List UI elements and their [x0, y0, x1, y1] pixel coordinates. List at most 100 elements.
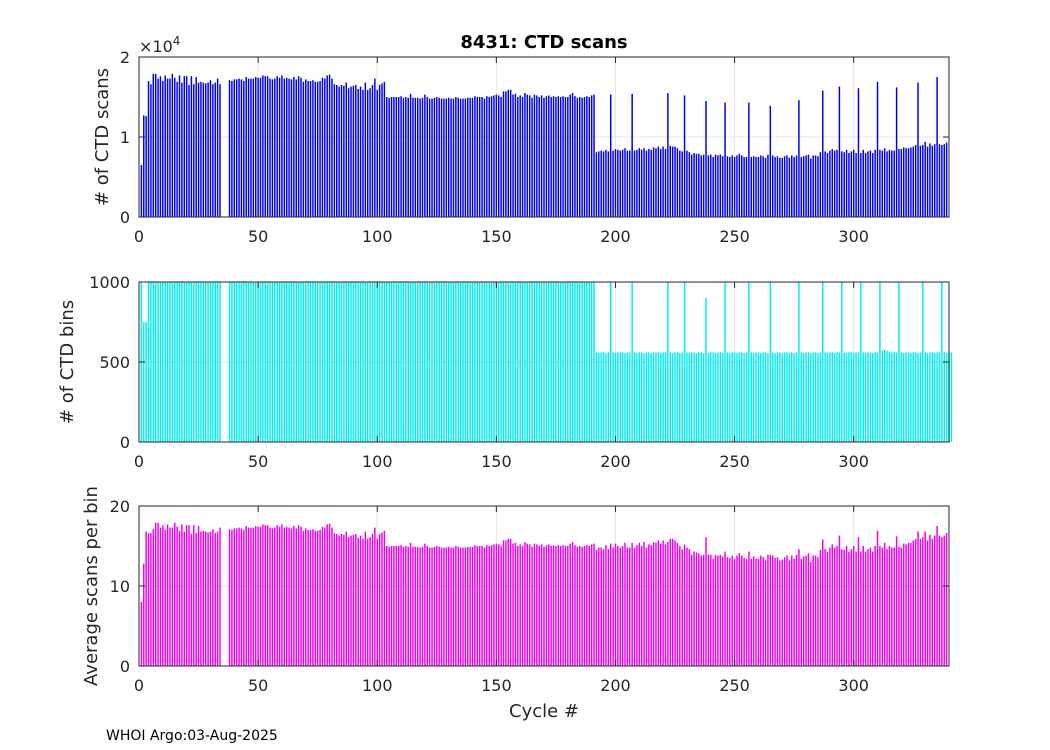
bins-bar [788, 353, 791, 442]
scans-bar [407, 97, 409, 217]
avg-bar [755, 558, 757, 666]
bins-bar [507, 282, 510, 442]
scans-bar [748, 102, 750, 217]
scans-bar [757, 157, 760, 217]
avg-bar [929, 534, 931, 666]
avg-bar [531, 546, 533, 666]
scans-bar [383, 81, 386, 217]
avg-bar [760, 555, 762, 666]
bins-bar [181, 282, 183, 442]
bins-bar [417, 282, 419, 442]
bins-bar [652, 352, 655, 442]
avg-bar [900, 547, 903, 666]
scans-bar [619, 150, 621, 217]
scans-bar [841, 151, 843, 217]
bins-bar [571, 282, 574, 442]
avg-bar [528, 544, 531, 666]
scans-bar [193, 84, 195, 217]
bins-bar [707, 353, 710, 442]
avg-bar [636, 545, 638, 666]
bins-bar [602, 352, 605, 442]
bins-xtick-label: 0 [134, 452, 144, 471]
avg-bar [667, 542, 669, 666]
avg-bar [445, 547, 448, 666]
bins-bar [400, 282, 402, 442]
avg-bar [879, 546, 881, 666]
scans-bar [676, 148, 679, 217]
avg-bar [543, 546, 545, 666]
avg-bar [519, 544, 521, 666]
avg-bar [231, 530, 233, 666]
scans-bar [214, 82, 216, 217]
bins-bar [917, 353, 919, 442]
bins-bar [621, 352, 624, 442]
avg-bar [574, 545, 576, 666]
avg-bar [822, 539, 824, 666]
avg-bar [857, 537, 860, 666]
scans-bar [545, 96, 548, 217]
avg-bar [326, 524, 328, 666]
scans-bar [652, 147, 655, 217]
scans-bar [783, 156, 786, 217]
avg-bar [664, 544, 667, 666]
bins-bar [802, 353, 805, 442]
avg-bar [209, 531, 212, 666]
scans-bar [874, 149, 876, 217]
avg-bar [521, 546, 524, 666]
bins-bar [309, 282, 312, 442]
bins-bar [631, 282, 633, 442]
bins-bar [872, 353, 874, 442]
avg-bar [945, 533, 948, 666]
scans-bar [490, 96, 493, 217]
scans-bar [888, 149, 891, 217]
avg-bar [812, 555, 814, 666]
bins-bar [724, 282, 726, 442]
avg-bar [157, 522, 159, 666]
avg-bar [159, 527, 162, 666]
bins-bar [207, 282, 209, 442]
avg-bar [848, 551, 850, 666]
scans-bar [347, 88, 350, 217]
avg-bar [655, 542, 657, 666]
bins-bar [147, 282, 150, 442]
scans-bar [910, 147, 912, 217]
avg-bar [471, 546, 474, 666]
scans-bar [779, 157, 781, 217]
avg-panel: 0 50 100 150 200 250 300 0 10 20 Average scans pe… [81, 486, 950, 722]
scans-bar [469, 97, 471, 217]
scans-bar [488, 97, 490, 217]
scans-bar [502, 91, 505, 217]
bins-bar [433, 282, 436, 442]
scans-bar [879, 149, 881, 217]
avg-bar [183, 531, 186, 666]
avg-bar [500, 546, 502, 666]
bins-xtick-label: 200 [600, 452, 631, 471]
scans-bar [157, 78, 159, 217]
scans-bar [883, 148, 886, 217]
bins-ytick-label: 500 [99, 353, 130, 372]
bins-bar [290, 282, 293, 442]
scans-bar [702, 154, 705, 217]
bins-bar [490, 282, 493, 442]
bins-bar [910, 353, 912, 442]
scans-bar [836, 149, 838, 217]
avg-bar [481, 546, 483, 666]
bins-bar [831, 352, 834, 442]
bins-bar [190, 282, 193, 442]
scans-bar [176, 81, 178, 217]
bins-bar [269, 282, 271, 442]
avg-bar [357, 538, 359, 666]
scans-bar [314, 81, 317, 217]
scans-bar [414, 97, 417, 217]
bins-bar [945, 353, 948, 442]
avg-bar [262, 524, 264, 666]
avg-bar [924, 531, 926, 666]
bins-bar [514, 282, 517, 442]
scans-bar [831, 149, 834, 217]
avg-bar [779, 560, 781, 666]
scans-bar [624, 148, 626, 217]
avg-bar [214, 533, 216, 666]
bins-bar [519, 282, 521, 442]
scans-bar [464, 98, 467, 217]
